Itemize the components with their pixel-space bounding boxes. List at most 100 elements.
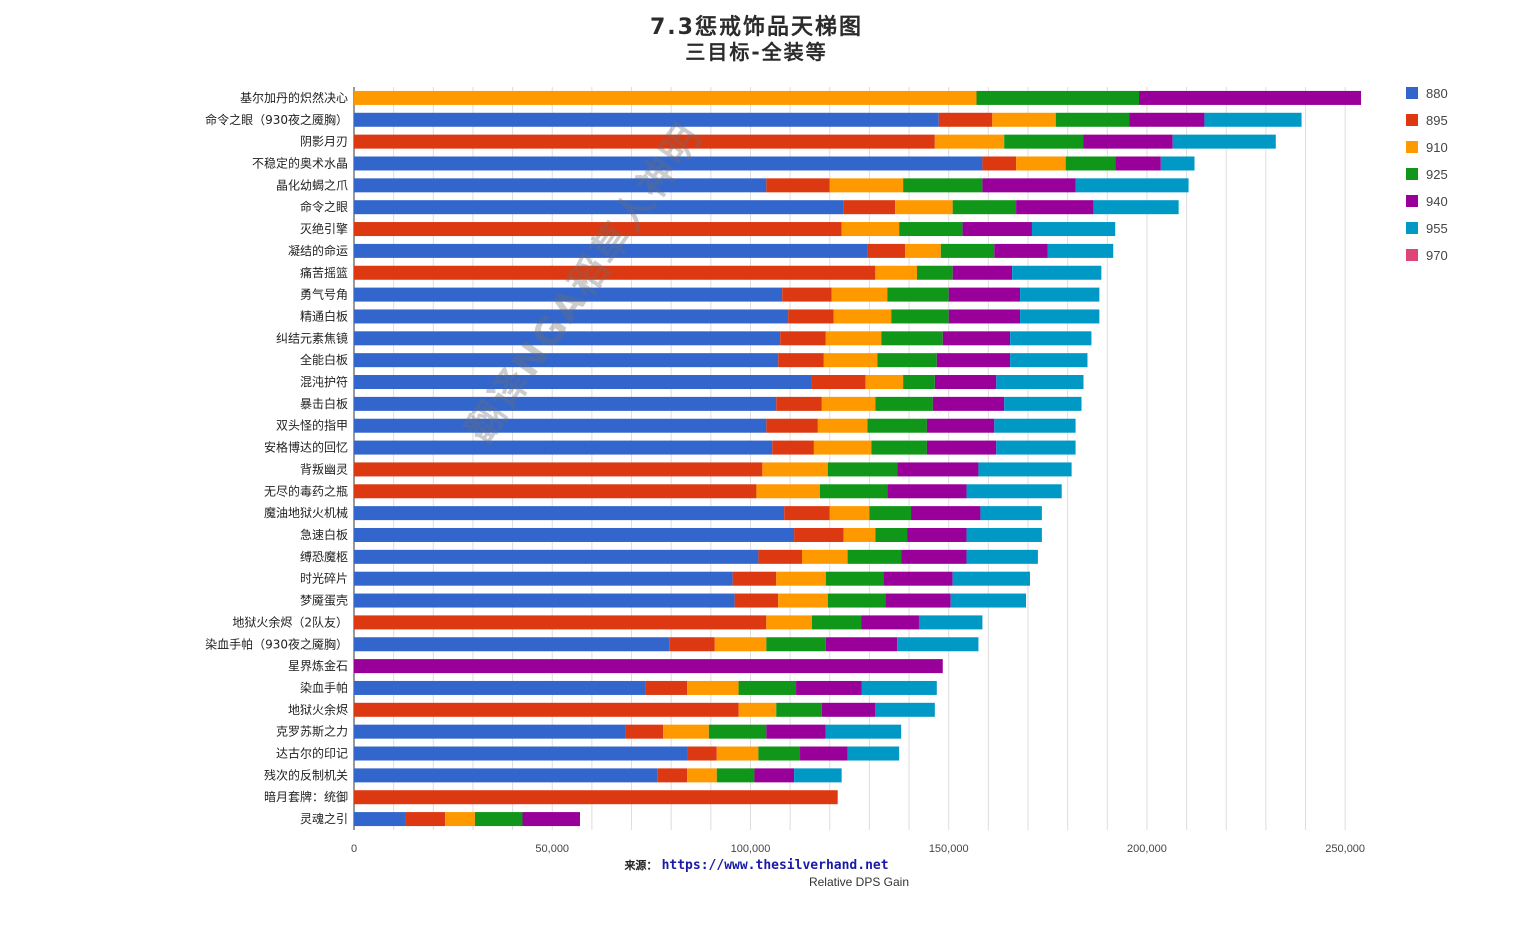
bar-segment-955[interactable] [980,506,1042,521]
bar-segment-925[interactable] [827,593,886,608]
bar-segment-880[interactable] [354,200,844,215]
bar-segment-910[interactable] [821,396,876,411]
bar-segment-910[interactable] [762,462,828,477]
bar-segment-940[interactable] [1139,90,1362,105]
bar-segment-955[interactable] [1075,178,1189,193]
bar-segment-880[interactable] [354,331,781,346]
bar-segment-925[interactable] [738,680,797,695]
bar-segment-895[interactable] [669,637,715,652]
bar-segment-895[interactable] [354,134,935,149]
bar-segment-880[interactable] [354,440,773,455]
bar-segment-895[interactable] [766,178,830,193]
bar-segment-895[interactable] [784,506,830,521]
bar-segment-940[interactable] [942,331,1011,346]
legend-item-940[interactable]: 940 [1406,194,1448,209]
bar-segment-955[interactable] [825,724,902,739]
bar-segment-880[interactable] [354,353,779,368]
bar-segment-910[interactable] [687,768,717,783]
bar-segment-955[interactable] [994,418,1076,433]
bar-segment-940[interactable] [901,549,967,564]
bar-segment-925[interactable] [976,90,1140,105]
bar-segment-940[interactable] [522,812,580,827]
bar-segment-880[interactable] [354,637,670,652]
bar-segment-895[interactable] [766,418,818,433]
bar-segment-955[interactable] [1204,112,1302,127]
bar-segment-925[interactable] [891,309,949,324]
bar-segment-910[interactable] [843,527,876,542]
bar-segment-910[interactable] [756,484,820,499]
bar-segment-955[interactable] [1031,222,1116,237]
bar-segment-910[interactable] [817,418,868,433]
legend-item-955[interactable]: 955 [1406,221,1448,236]
bar-segment-940[interactable] [766,724,826,739]
bar-segment-940[interactable] [1083,134,1173,149]
bar-segment-940[interactable] [825,637,898,652]
bar-segment-940[interactable] [982,178,1076,193]
bar-segment-955[interactable] [1004,396,1082,411]
bar-segment-910[interactable] [445,812,475,827]
bar-segment-895[interactable] [645,680,688,695]
bar-segment-940[interactable] [911,506,981,521]
bar-segment-895[interactable] [354,790,838,805]
bar-segment-925[interactable] [916,265,953,280]
legend-item-880[interactable]: 880 [1406,86,1448,101]
bar-segment-940[interactable] [952,265,1013,280]
bar-segment-940[interactable] [932,396,1005,411]
bar-segment-895[interactable] [982,156,1017,171]
bar-segment-925[interactable] [877,353,937,368]
bar-segment-940[interactable] [800,746,848,761]
bar-segment-910[interactable] [663,724,709,739]
bar-segment-880[interactable] [354,112,939,127]
bar-segment-925[interactable] [887,287,949,302]
bar-segment-910[interactable] [823,353,878,368]
bar-segment-895[interactable] [938,112,993,127]
bar-segment-955[interactable] [847,746,900,761]
bar-segment-925[interactable] [952,200,1017,215]
bar-segment-895[interactable] [354,484,757,499]
bar-segment-925[interactable] [708,724,767,739]
bar-segment-895[interactable] [354,615,767,630]
bar-segment-925[interactable] [847,549,902,564]
bar-segment-925[interactable] [825,571,884,586]
bar-segment-895[interactable] [625,724,664,739]
bar-segment-910[interactable] [766,615,812,630]
bar-segment-880[interactable] [354,812,406,827]
bar-segment-925[interactable] [758,746,801,761]
source-url[interactable]: https://www.thesilverhand.net [661,858,889,873]
bar-segment-880[interactable] [354,243,868,258]
bar-segment-940[interactable] [796,680,862,695]
bar-segment-895[interactable] [354,222,842,237]
bar-segment-925[interactable] [869,506,912,521]
bar-segment-940[interactable] [948,287,1021,302]
bar-segment-925[interactable] [871,440,927,455]
bar-segment-910[interactable] [802,549,848,564]
bar-segment-910[interactable] [829,506,870,521]
bar-segment-910[interactable] [354,90,977,105]
bar-segment-925[interactable] [903,178,983,193]
bar-segment-910[interactable] [825,331,882,346]
bar-segment-880[interactable] [354,724,626,739]
bar-segment-940[interactable] [887,484,967,499]
bar-segment-910[interactable] [813,440,872,455]
bar-segment-895[interactable] [657,768,688,783]
bar-segment-880[interactable] [354,375,812,390]
bar-segment-910[interactable] [687,680,739,695]
bar-segment-955[interactable] [966,484,1062,499]
bar-segment-910[interactable] [895,200,953,215]
bar-segment-880[interactable] [354,156,983,171]
bar-segment-955[interactable] [1010,353,1088,368]
bar-segment-910[interactable] [829,178,904,193]
bar-segment-910[interactable] [716,746,759,761]
bar-segment-880[interactable] [354,549,759,564]
bar-segment-925[interactable] [827,462,898,477]
bar-segment-925[interactable] [716,768,755,783]
bar-segment-895[interactable] [782,287,832,302]
bar-segment-925[interactable] [819,484,888,499]
bar-segment-925[interactable] [881,331,943,346]
bar-segment-895[interactable] [794,527,844,542]
bar-segment-895[interactable] [788,309,834,324]
bar-segment-955[interactable] [875,702,935,717]
bar-segment-940[interactable] [926,418,995,433]
bar-segment-880[interactable] [354,178,767,193]
bar-segment-955[interactable] [1160,156,1195,171]
